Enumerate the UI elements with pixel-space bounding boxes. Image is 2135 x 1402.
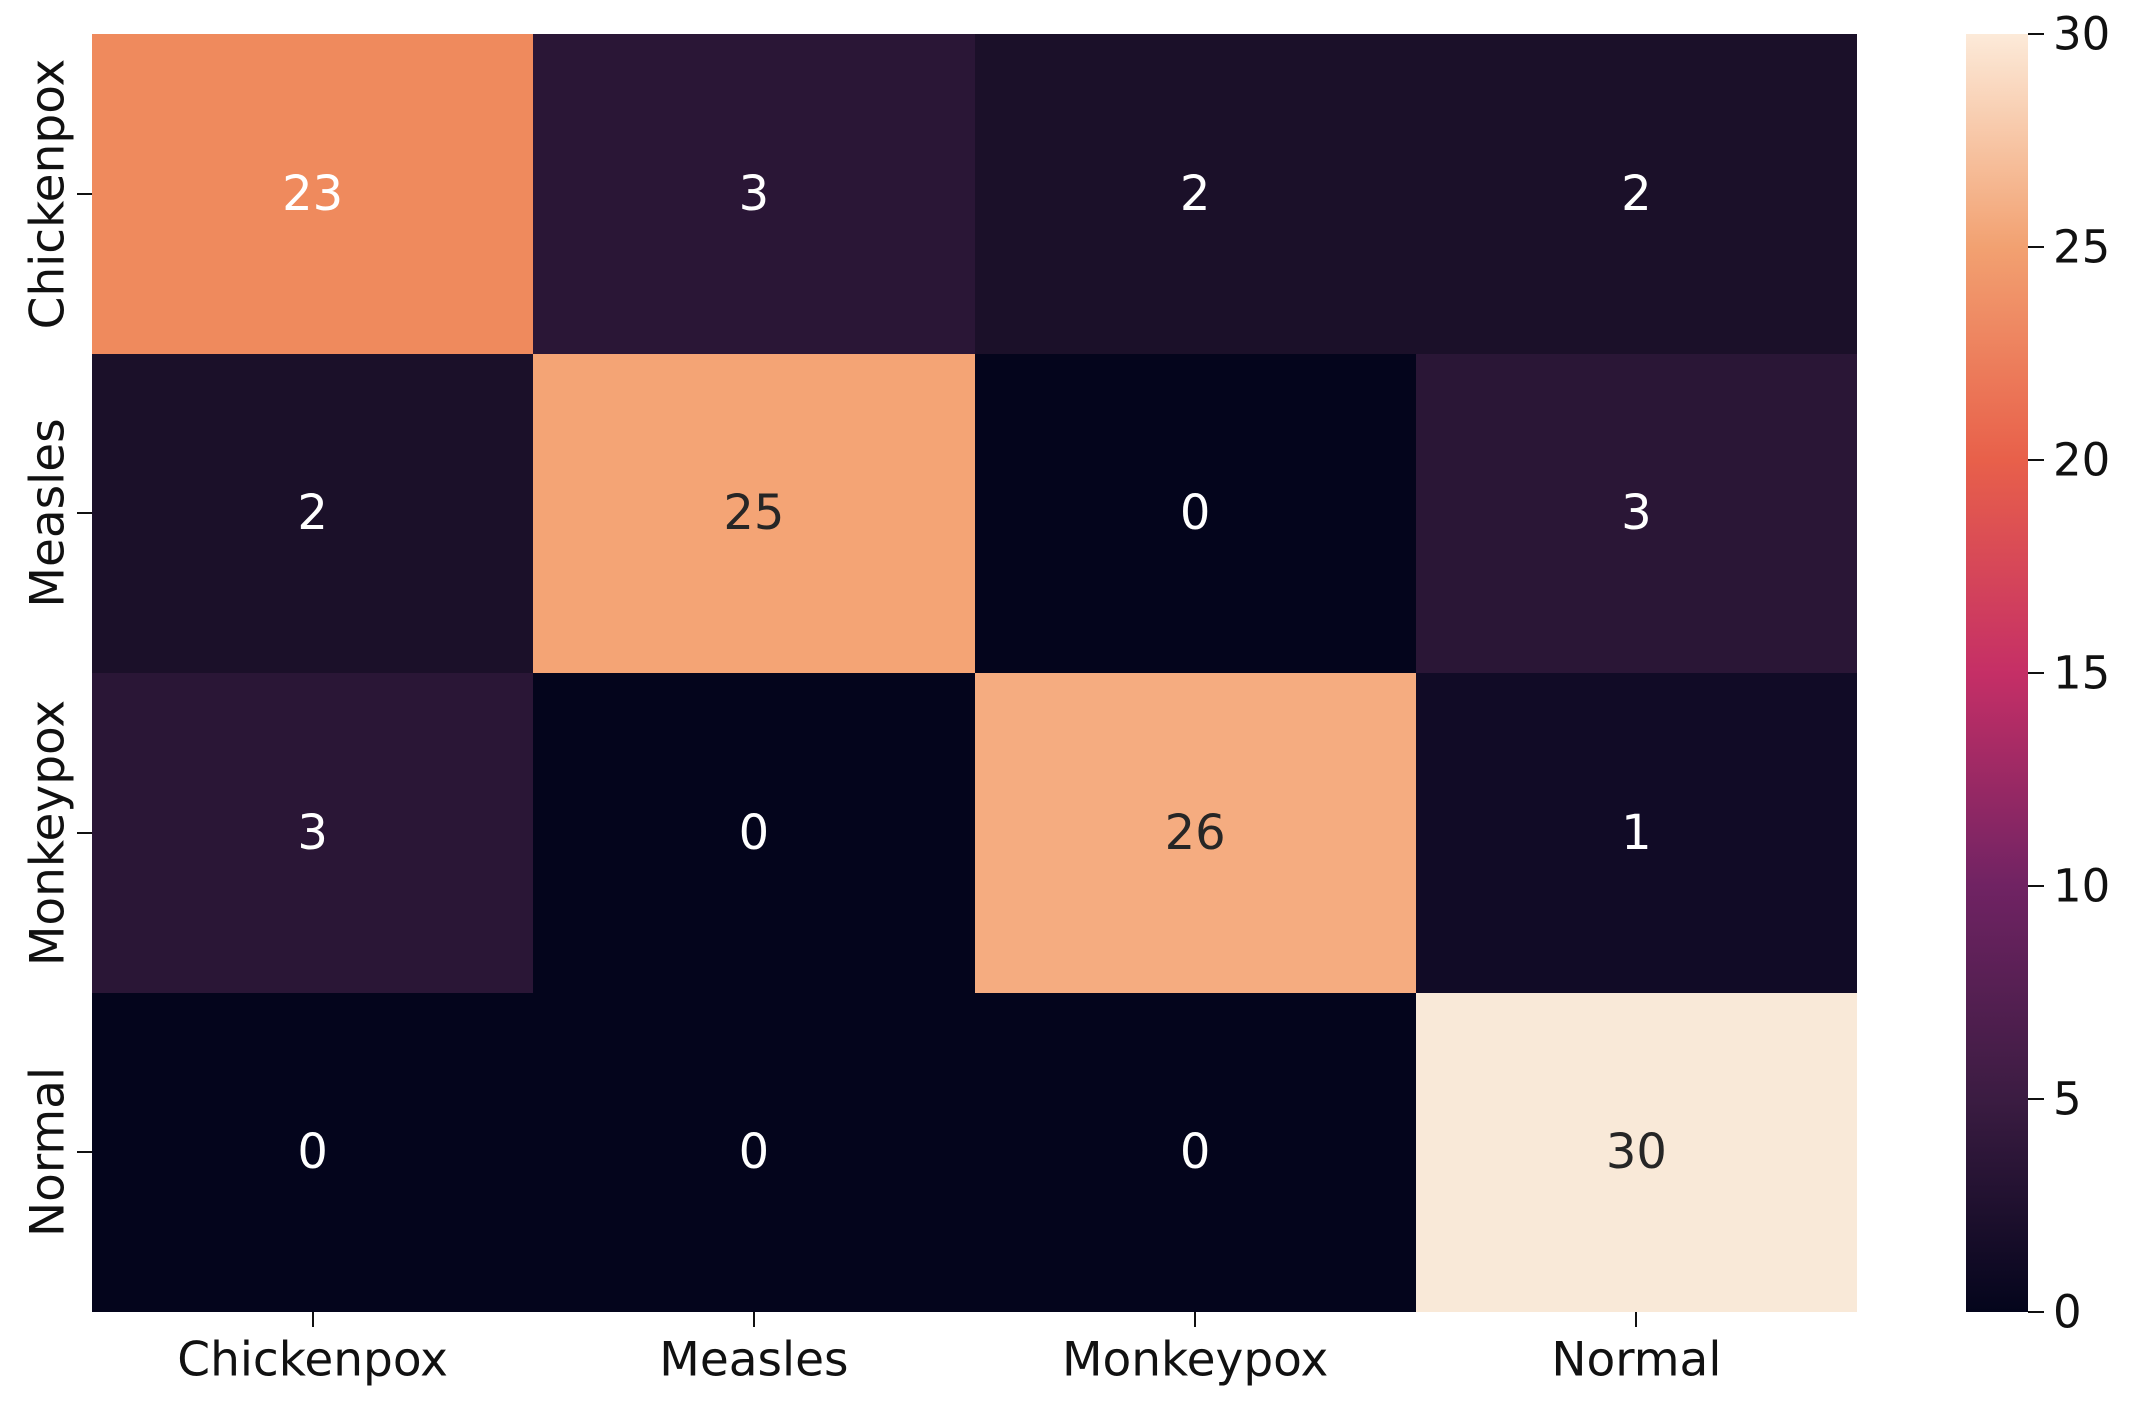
y-tick-mark xyxy=(77,512,92,515)
cell-value: 30 xyxy=(1605,1124,1667,1181)
colorbar-tick-label: 15 xyxy=(2053,646,2111,700)
heatmap-grid: 23 3 2 2 2 25 0 3 3 0 26 1 0 0 0 30 xyxy=(92,34,1857,1312)
heatmap-cell: 30 xyxy=(1415,992,1857,1312)
x-tick-label: Normal xyxy=(1551,1332,1722,1388)
cell-value: 0 xyxy=(1179,1124,1211,1181)
x-tick-mark xyxy=(311,1312,314,1327)
colorbar-tick-label: 30 xyxy=(2053,7,2111,61)
colorbar-tick-label: 25 xyxy=(2053,220,2111,274)
cell-value: 3 xyxy=(1621,485,1652,542)
x-tick-mark xyxy=(1635,1312,1638,1327)
heatmap-cell: 2 xyxy=(974,34,1416,354)
colorbar-tick-label: 20 xyxy=(2053,433,2111,487)
heatmap-cell: 0 xyxy=(533,992,975,1312)
x-tick-label: Chickenpox xyxy=(177,1332,448,1388)
y-tick-label: Monkeypox xyxy=(20,699,76,966)
colorbar-tick-mark xyxy=(2028,1098,2044,1100)
y-tick-mark xyxy=(77,831,92,834)
cell-value: 1 xyxy=(1621,804,1652,861)
heatmap-cell: 1 xyxy=(1415,673,1857,993)
cell-value: 2 xyxy=(1621,165,1652,222)
cell-value: 2 xyxy=(297,485,328,542)
heatmap-cell: 3 xyxy=(533,34,975,354)
heatmap-cell: 26 xyxy=(974,673,1416,993)
y-tick-label: Chickenpox xyxy=(20,58,76,330)
y-tick-mark xyxy=(77,1151,92,1154)
heatmap-cell: 23 xyxy=(92,34,534,354)
colorbar-tick-mark xyxy=(2028,246,2044,248)
cell-value: 23 xyxy=(282,165,344,222)
y-tick-mark xyxy=(77,192,92,195)
colorbar-tick-mark xyxy=(2028,459,2044,461)
x-tick-mark xyxy=(752,1312,755,1327)
colorbar-tick-label: 10 xyxy=(2053,859,2111,913)
colorbar xyxy=(1966,34,2028,1312)
colorbar-tick-label: 0 xyxy=(2053,1285,2082,1339)
x-tick-label: Monkeypox xyxy=(1061,1332,1329,1388)
cell-value: 26 xyxy=(1164,804,1226,861)
cell-value: 25 xyxy=(723,485,785,542)
colorbar-tick-label: 5 xyxy=(2053,1072,2082,1126)
y-tick-label: Measles xyxy=(20,418,76,608)
heatmap-cell: 3 xyxy=(92,673,534,993)
heatmap-cell: 0 xyxy=(533,673,975,993)
colorbar-tick-mark xyxy=(2028,885,2044,887)
heatmap-cell: 0 xyxy=(974,353,1416,673)
cell-value: 0 xyxy=(1179,485,1211,542)
cell-value: 0 xyxy=(738,804,770,861)
colorbar-tick-mark xyxy=(2028,33,2044,35)
heatmap-cell: 25 xyxy=(533,353,975,673)
cell-value: 3 xyxy=(738,165,770,222)
heatmap-cell: 0 xyxy=(92,992,534,1312)
x-tick-label: Measles xyxy=(659,1332,849,1388)
cell-value: 2 xyxy=(1179,165,1211,222)
y-tick-label: Normal xyxy=(20,1067,76,1238)
heatmap-cell: 0 xyxy=(974,992,1416,1312)
colorbar-tick-mark xyxy=(2028,672,2044,674)
x-tick-mark xyxy=(1194,1312,1197,1327)
cell-value: 3 xyxy=(297,804,328,861)
cell-value: 0 xyxy=(297,1124,328,1181)
heatmap-cell: 2 xyxy=(1415,34,1857,354)
cell-value: 0 xyxy=(738,1124,770,1181)
heatmap-cell: 3 xyxy=(1415,353,1857,673)
heatmap-cell: 2 xyxy=(92,353,534,673)
colorbar-tick-mark xyxy=(2028,1311,2044,1313)
